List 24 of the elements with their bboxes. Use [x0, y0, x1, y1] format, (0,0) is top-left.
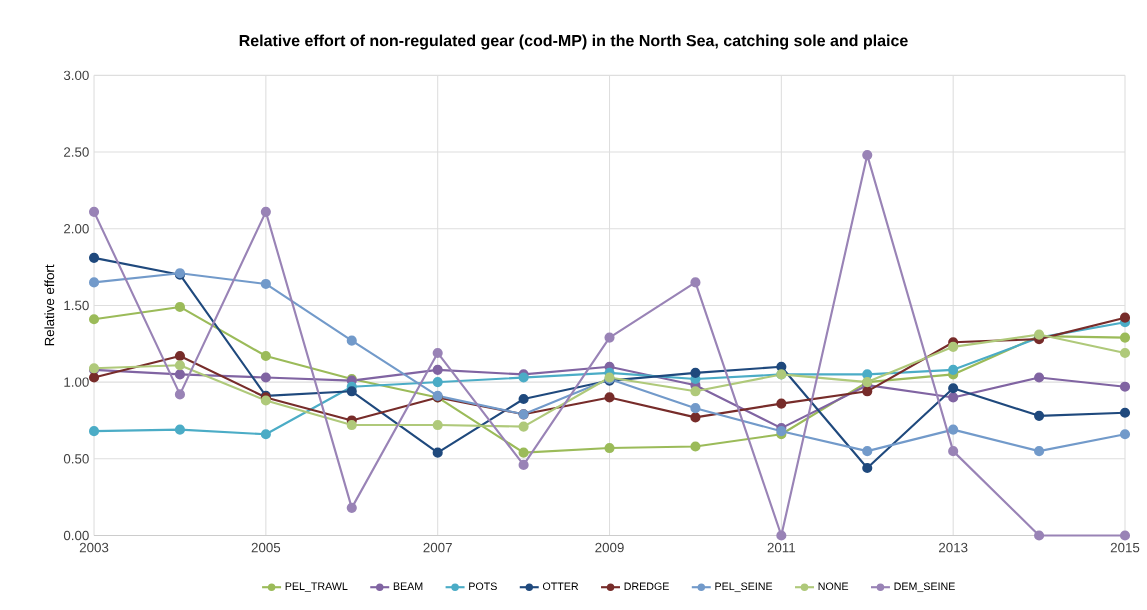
y-axis-title: Relative effort [44, 264, 55, 346]
x-tick-label: 2005 [251, 542, 281, 553]
y-tick-label: 2.50 [64, 147, 89, 157]
legend-label: PEL_SEINE [715, 582, 773, 592]
legend-label: PEL_TRAWL [285, 582, 348, 592]
y-tick-label: 0.00 [63, 530, 89, 541]
legend-label: NONE [818, 582, 849, 590]
legend-label: DEM_SEINE [894, 582, 955, 592]
x-tick-label: 2009 [595, 542, 624, 553]
legend-label: BEAM [393, 582, 423, 590]
x-tick-label: 2011 [767, 542, 796, 553]
x-tick-label: 2015 [1110, 542, 1140, 553]
x-tick-label: 2007 [423, 542, 452, 553]
y-tick-label: 0.50 [63, 454, 89, 464]
x-tick-label: 2003 [79, 542, 109, 553]
y-tick-label: 3.00 [63, 70, 89, 80]
y-tick-label: 1.00 [64, 377, 89, 387]
y-tick-label: 1.50 [64, 300, 89, 311]
y-tick-label: 2.00 [64, 223, 89, 234]
legend-label: OTTER [542, 582, 579, 590]
legend-label: POTS [469, 582, 497, 590]
x-tick-label: 2013 [939, 542, 968, 553]
chart-title: Relative effort of non-regulated gear (cod-MP) in the North Sea, catching sole and plaice [239, 34, 908, 50]
legend-label: DREDGE [624, 582, 669, 590]
